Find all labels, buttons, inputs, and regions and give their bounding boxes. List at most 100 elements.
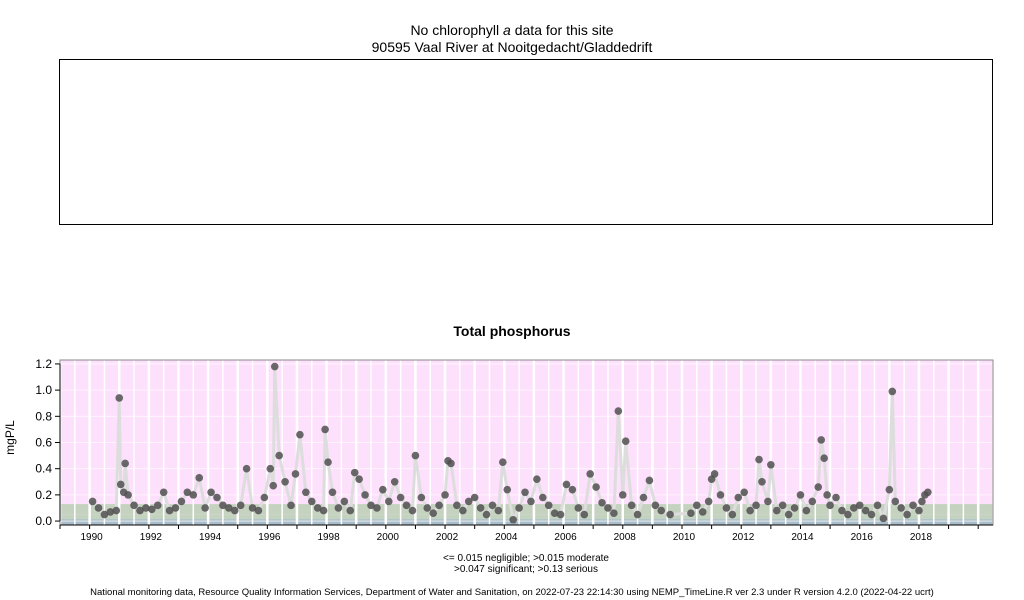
data-point xyxy=(808,497,817,506)
data-point xyxy=(225,504,233,512)
total-phosphorus-chart: 0.00.20.40.60.81.01.2 1990 1992 1994 1996 19… xyxy=(3,357,994,543)
x-tick-label: 1994 xyxy=(199,532,222,543)
data-point xyxy=(291,470,300,478)
data-point xyxy=(183,488,192,497)
y-tick-label: 1.0 xyxy=(35,383,52,397)
data-point xyxy=(334,504,343,512)
x-tick-label: 1990 xyxy=(80,532,103,543)
data-point xyxy=(562,480,571,489)
data-point xyxy=(116,480,125,489)
data-point xyxy=(379,485,387,494)
data-point xyxy=(408,506,417,515)
data-point xyxy=(746,506,754,515)
data-point xyxy=(772,506,781,515)
data-point xyxy=(598,498,606,507)
data-point xyxy=(764,497,772,506)
data-point xyxy=(704,497,713,506)
data-point xyxy=(592,483,600,491)
data-point xyxy=(171,504,180,512)
data-point xyxy=(207,488,215,497)
data-point xyxy=(321,425,329,434)
data-point xyxy=(275,451,283,460)
band-significant xyxy=(60,504,993,515)
x-tick-label: 2004 xyxy=(495,532,518,543)
data-point xyxy=(645,476,654,485)
data-point xyxy=(411,451,420,460)
data-point xyxy=(319,506,328,515)
data-point xyxy=(618,491,627,499)
data-point xyxy=(817,436,826,444)
data-point xyxy=(236,501,245,510)
data-point xyxy=(778,501,787,510)
chlorophyll-empty-panel xyxy=(59,59,993,225)
data-point xyxy=(657,506,666,515)
data-point xyxy=(639,493,648,502)
data-point xyxy=(453,501,461,510)
data-point xyxy=(270,362,279,371)
data-point xyxy=(136,506,144,515)
data-point xyxy=(435,501,443,510)
data-point xyxy=(740,488,748,497)
data-point xyxy=(88,497,97,506)
data-point xyxy=(230,506,239,515)
data-point xyxy=(693,501,701,510)
x-axis: 1990 1992 1994 1996 1998 2000 2002 2004 2006 2008… xyxy=(59,524,993,543)
data-point xyxy=(820,454,828,463)
x-tick-label: 2008 xyxy=(614,532,637,543)
data-point xyxy=(340,497,349,506)
y-tick-label: 0.8 xyxy=(35,409,52,423)
y-tick-label: 0.4 xyxy=(35,462,52,476)
data-point xyxy=(767,460,775,469)
data-point xyxy=(722,504,731,512)
data-point xyxy=(533,475,541,483)
data-points xyxy=(88,362,932,524)
data-point xyxy=(544,501,553,510)
data-point xyxy=(823,491,831,499)
y-tick-label: 1.2 xyxy=(35,357,52,371)
data-point xyxy=(296,430,304,439)
data-point xyxy=(758,477,766,486)
data-point xyxy=(903,510,911,519)
data-point xyxy=(396,493,405,502)
chart-title: Total phosphorus xyxy=(453,323,571,339)
data-point xyxy=(888,387,897,396)
threshold-note-1: <= 0.015 negligible; >0.015 moderate xyxy=(443,553,609,564)
data-point xyxy=(281,477,289,486)
threshold-note-2: >0.047 significant; >0.13 serious xyxy=(454,564,598,575)
band-serious xyxy=(60,360,993,505)
data-point xyxy=(470,493,479,502)
data-point xyxy=(614,407,623,415)
data-point xyxy=(213,493,221,502)
data-point xyxy=(189,491,198,499)
data-point xyxy=(574,504,583,512)
data-point xyxy=(716,491,725,499)
data-point xyxy=(538,493,547,502)
data-point xyxy=(177,497,186,506)
data-point xyxy=(153,501,162,510)
data-point xyxy=(417,493,426,502)
data-point xyxy=(838,506,846,515)
data-point xyxy=(100,510,109,519)
data-point xyxy=(826,501,834,510)
data-point xyxy=(494,506,503,515)
data-point xyxy=(796,491,805,499)
x-tick-label: 2012 xyxy=(732,532,755,543)
data-point xyxy=(855,501,864,510)
data-point xyxy=(849,504,858,512)
band-moderate xyxy=(60,514,993,520)
data-point xyxy=(633,510,642,519)
data-point xyxy=(476,504,485,512)
data-point xyxy=(885,485,894,494)
y-tick-label: 0.0 xyxy=(35,514,52,528)
data-point xyxy=(248,504,257,512)
footer-credit: National monitoring data, Resource Quali… xyxy=(90,587,934,598)
data-point xyxy=(488,501,497,510)
y-tick-label: 0.6 xyxy=(35,436,52,450)
data-point xyxy=(734,493,743,502)
site-name: 90595 Vaal River at Nooitgedacht/Gladded… xyxy=(371,39,653,55)
data-point xyxy=(328,488,337,497)
data-point xyxy=(402,501,411,510)
x-tick-label: 2014 xyxy=(791,532,814,543)
data-point xyxy=(441,491,449,499)
y-axis: 0.0 0.2 0.4 0.6 0.8 1.0 1.2 xyxy=(35,357,61,528)
